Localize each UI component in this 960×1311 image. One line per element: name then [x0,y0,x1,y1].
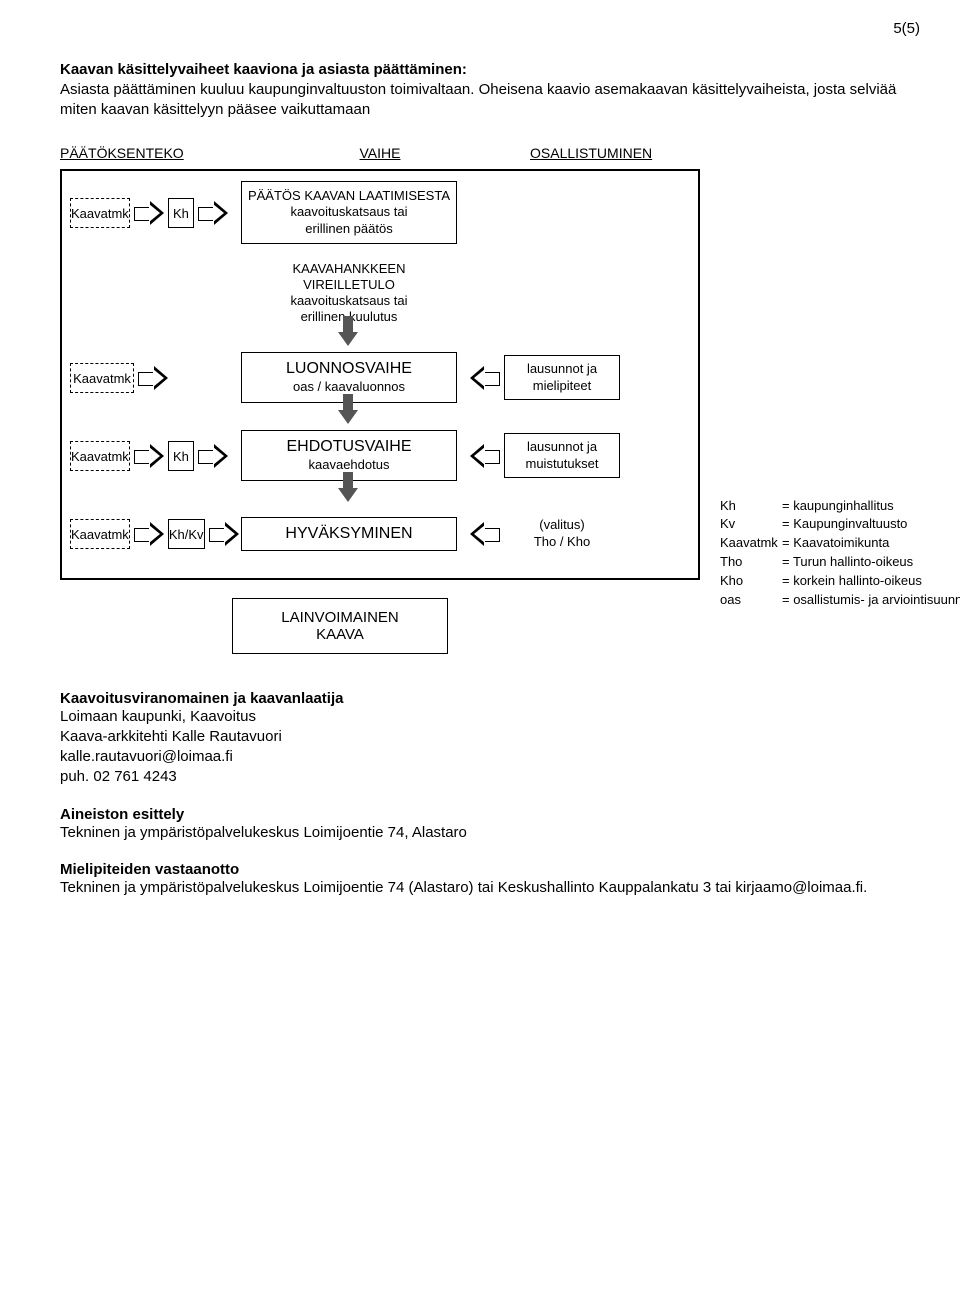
diagram-row: KaavatmkKhEHDOTUSVAIHEkaavaehdotuslausun… [70,424,690,488]
part-line2: mielipiteet [509,378,615,394]
arrow-right-icon [134,444,164,468]
legend-row: Kh= kaupunginhallitus [720,497,960,516]
decision-box-a: Kaavatmk [70,363,134,393]
decision-col: Kaavatmk Kh/Kv [70,519,228,549]
legend-row: Kho= korkein hallinto-oikeus [720,572,960,591]
legend-row: oas= osallistumis- ja arviointisuunnitel… [720,591,960,610]
final-title: LAINVOIMAINEN [237,609,443,626]
stage-title: EHDOTUSVAIHE [246,437,452,457]
diagram-row: KaavatmkLUONNOSVAIHEoas / kaavaluonnosla… [70,346,690,410]
legend-val: = osallistumis- ja arviointisuunnitelma [782,591,960,610]
legend-key: Kv [720,515,782,534]
arrow-left-icon [470,522,500,546]
stage-col: PÄÄTÖS KAAVAN LAATIMISESTAkaavoituskatsa… [234,181,464,244]
section3-title: Mielipiteiden vastaanotto [60,861,920,878]
legend-val: = kaupunginhallitus [782,497,894,516]
part-line2: muistutukset [509,456,615,472]
page-number: 5(5) [60,20,920,37]
arrow-right-icon [209,522,239,546]
section2-title: Aineiston esittely [60,806,920,823]
decision-col: Kaavatmk [70,363,228,393]
legend-key: Kh [720,497,782,516]
arrow-right-icon [138,366,168,390]
legend-key: Kaavatmk [720,534,782,553]
section2-line-0: Tekninen ja ympäristöpalvelukeskus Loimi… [60,823,920,843]
arrow-down-icon [338,410,358,424]
col-header-stage: VAIHE [270,145,490,161]
decision-box-a: Kaavatmk [70,519,130,549]
participation-col: lausunnot jamuistutukset [470,433,620,478]
legend-row: Tho= Turun hallinto-oikeus [720,553,960,572]
arrow-right-icon [134,522,164,546]
diagram-frame: KaavatmkKhPÄÄTÖS KAAVAN LAATIMISESTAkaav… [60,169,700,580]
intro-heading: Kaavan käsittelyvaiheet kaaviona ja asia… [60,61,920,78]
part-line1: lausunnot ja [509,439,615,455]
legend-row: Kv= Kaupunginvaltuusto [720,515,960,534]
stage-sub: erillinen päätös [246,221,452,237]
final-sub: KAAVA [237,626,443,643]
stage-box: PÄÄTÖS KAAVAN LAATIMISESTAkaavoituskatsa… [241,181,457,244]
legend-key: Kho [720,572,782,591]
section1-line-2: kalle.rautavuori@loimaa.fi [60,747,920,767]
stage-title: LUONNOSVAIHE [246,359,452,379]
participation-box: lausunnot jamielipiteet [504,355,620,400]
legend: Kh= kaupunginhallitusKv= Kaupunginvaltuu… [720,497,960,610]
decision-col: Kaavatmk Kh [70,198,228,228]
stage-title: PÄÄTÖS KAAVAN LAATIMISESTA [246,188,452,204]
final-stage-box: LAINVOIMAINEN KAAVA [232,598,448,654]
decision-box-b: Kh [168,198,194,228]
participation-box: lausunnot jamuistutukset [504,433,620,478]
decision-box-b: Kh [168,441,194,471]
stage-box: HYVÄKSYMINEN [241,517,457,551]
section1-line-0: Loimaan kaupunki, Kaavoitus [60,707,920,727]
decision-box-b: Kh/Kv [168,519,205,549]
part-line2: Tho / Kho [508,534,616,550]
section1-line-3: puh. 02 761 4243 [60,767,920,787]
legend-row: Kaavatmk= Kaavatoimikunta [720,534,960,553]
stage-sub: kaavoituskatsaus tai [245,293,453,309]
col-header-participation: OSALLISTUMINEN [530,145,680,161]
stage-title: KAAVAHANKKEEN VIREILLETULO [245,261,453,294]
arrow-left-icon [470,444,500,468]
column-headers: PÄÄTÖKSENTEKO VAIHE OSALLISTUMINEN [60,145,920,161]
legend-val: = Kaupunginvaltuusto [782,515,907,534]
diagram-row: Kaavatmk Kh PÄÄTÖS KAAVAN LAATIMISESTAkaav… [70,181,690,245]
legend-key: Tho [720,553,782,572]
legend-val: = Turun hallinto-oikeus [782,553,913,572]
diagram-row: Kaavatmk Kh/Kv HYVÄKSYMINEN (valitus)Tho / … [70,502,690,566]
arrow-right-icon [198,201,228,225]
decision-box-a: Kaavatmk [70,441,130,471]
section1-title: Kaavoitusviranomainen ja kaavanlaatija [60,690,920,707]
arrow-right-icon [134,201,164,225]
section1-line-1: Kaava-arkkitehti Kalle Rautavuori [60,727,920,747]
arrow-down-icon [338,488,358,502]
diagram-row: KAAVAHANKKEEN VIREILLETULOkaavoituskatsa… [70,255,690,332]
section3-line-0: Tekninen ja ympäristöpalvelukeskus Loimi… [60,878,920,898]
decision-col: Kaavatmk Kh [70,441,228,471]
legend-val: = Kaavatoimikunta [782,534,889,553]
stage-col: HYVÄKSYMINEN [234,517,464,551]
stage-sub: kaavoituskatsaus tai [246,204,452,220]
decision-box-a: Kaavatmk [70,198,130,228]
part-line1: lausunnot ja [509,361,615,377]
legend-key: oas [720,591,782,610]
intro-body: Asiasta päättäminen kuuluu kaupunginvalt… [60,80,920,121]
arrow-right-icon [198,444,228,468]
diagram-container: PÄÄTÖKSENTEKO VAIHE OSALLISTUMINEN Kaava… [60,145,920,654]
part-line1: (valitus) [508,517,616,533]
stage-title: HYVÄKSYMINEN [246,524,452,544]
arrow-left-icon [470,366,500,390]
participation-col: (valitus)Tho / Kho [470,512,620,555]
participation-col: lausunnot jamielipiteet [470,355,620,400]
legend-val: = korkein hallinto-oikeus [782,572,922,591]
col-header-decision: PÄÄTÖKSENTEKO [60,145,230,161]
arrow-down-icon [338,332,358,346]
participation-box: (valitus)Tho / Kho [504,512,620,555]
